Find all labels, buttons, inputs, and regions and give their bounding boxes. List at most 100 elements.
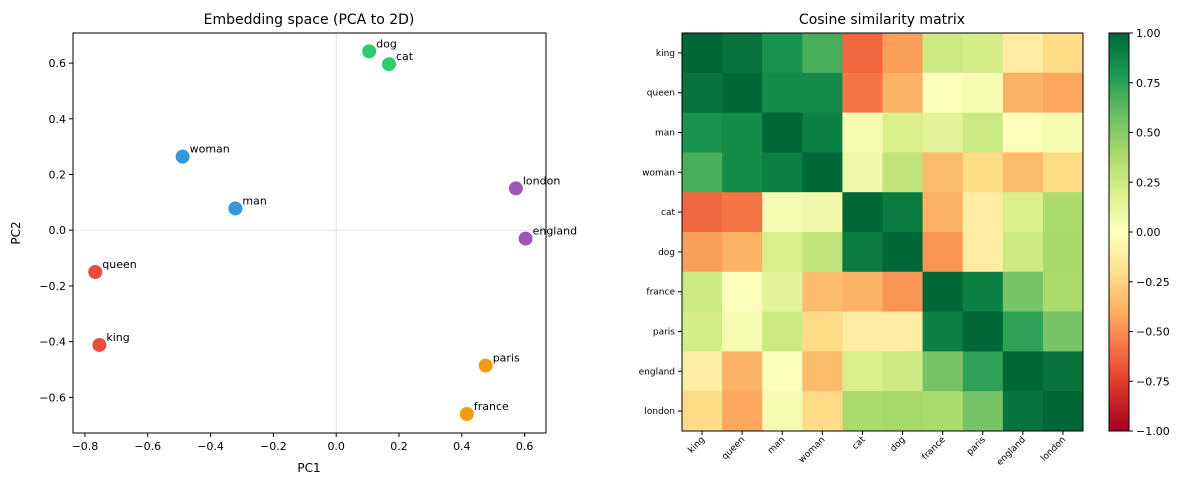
heatmap-cell-queen-cat [842, 72, 883, 113]
scatter-x-label: PC1 [297, 461, 320, 475]
scatter-title: Embedding space (PCA to 2D) [204, 12, 415, 28]
scatter-x-tick-label: 0.4 [453, 440, 471, 453]
heatmap-cell-england-woman [802, 351, 843, 392]
heatmap-cell-king-woman [802, 33, 843, 74]
scatter-y-label: PC2 [9, 221, 23, 244]
heatmap-cell-king-cat [842, 33, 883, 74]
heatmap-col-label-london: london [1039, 435, 1068, 464]
heatmap-row-label-london: london [644, 407, 675, 417]
heatmap-cell-man-man [762, 112, 803, 153]
heatmap-cell-london-man [762, 391, 803, 432]
scatter-panel: Embedding space (PCA to 2D) −0.8 −0.6 −0.4… [9, 12, 577, 475]
heatmap-cell-man-england [1002, 112, 1044, 153]
heatmap-cell-woman-man [762, 152, 803, 193]
heatmap-cell-london-paris [962, 391, 1004, 432]
heatmap-cell-dog-london [1042, 232, 1084, 273]
heatmap-cell-woman-woman [802, 152, 843, 193]
heatmap-cell-england-paris [962, 351, 1004, 392]
heatmap-cell-paris-paris [962, 311, 1004, 352]
heatmap-row-label-king: king [656, 49, 675, 59]
heatmap-cell-queen-man [762, 72, 803, 113]
heatmap-cell-paris-king [682, 311, 723, 352]
heatmap-cell-woman-king [682, 152, 723, 193]
heatmap-col-label-cat: cat [851, 435, 868, 452]
heatmap-row-label-france: france [646, 288, 675, 298]
heatmap-cell-dog-dog [882, 232, 923, 273]
heatmap-cell-dog-france [922, 232, 964, 273]
heatmap-cell-queen-france [922, 72, 964, 113]
heatmap-cell-dog-queen [722, 232, 763, 273]
heatmap-cell-dog-king [682, 232, 723, 273]
heatmap-cell-england-man [762, 351, 803, 392]
heatmap-col-label-france: france [920, 435, 948, 463]
heatmap-cell-london-england [1002, 391, 1044, 432]
point-london [508, 181, 523, 196]
heatmap-panel: Cosine similarity matrix king king queen qu… [639, 12, 1084, 468]
heatmap-cell-dog-woman [802, 232, 843, 273]
scatter-x-tick-label: 0.6 [516, 440, 534, 453]
heatmap-cell-king-england [1002, 33, 1044, 74]
point-dog [362, 44, 377, 59]
scatter-y-tick-label: 0.2 [49, 169, 67, 182]
heatmap-cell-france-paris [962, 271, 1004, 312]
heatmap-row-label-cat: cat [661, 208, 675, 218]
point-paris [478, 358, 493, 373]
heatmap-cell-king-dog [882, 33, 923, 74]
colorbar-tick-label: 0.25 [1136, 176, 1161, 189]
heatmap-col-label-queen: queen [720, 435, 747, 462]
heatmap-cell-england-england [1002, 351, 1044, 392]
heatmap-col-label-dog: dog [889, 435, 908, 454]
point-label-dog: dog [376, 37, 397, 50]
heatmap-cell-england-cat [842, 351, 883, 392]
scatter-y-tick-label: 0.6 [49, 57, 67, 70]
point-label-king: king [106, 331, 129, 344]
point-label-woman: woman [190, 143, 230, 156]
scatter-x-tick-label: 0.2 [390, 440, 408, 453]
heatmap-cell-france-london [1042, 271, 1084, 312]
heatmap-cell-queen-woman [802, 72, 843, 113]
heatmap-col-label-woman: woman [797, 435, 827, 465]
heatmap-cell-france-man [762, 271, 803, 312]
heatmap-cell-man-dog [882, 112, 923, 153]
scatter-zero-lines [73, 33, 546, 433]
heatmap-frame [681, 32, 1084, 432]
heatmap-cell-england-france [922, 351, 964, 392]
heatmap-cell-man-king [682, 112, 723, 153]
heatmap-cell-cat-man [762, 192, 803, 233]
heatmap-cell-cat-king [682, 192, 723, 233]
heatmap-cell-london-woman [802, 391, 843, 432]
heatmap-row-label-woman: woman [642, 168, 675, 178]
heatmap-cell-paris-london [1042, 311, 1084, 352]
heatmap-cell-king-paris [962, 33, 1004, 74]
heatmap-cell-woman-england [1002, 152, 1044, 193]
scatter-y-tick-label: 0.4 [49, 113, 67, 126]
heatmap-cell-england-dog [882, 351, 923, 392]
heatmap-cell-woman-london [1042, 152, 1084, 193]
scatter-x-tick-label: −0.4 [197, 440, 224, 453]
heatmap-cells [682, 33, 1084, 432]
heatmap-cell-england-queen [722, 351, 763, 392]
heatmap-cell-king-london [1042, 33, 1084, 74]
heatmap-cell-man-queen [722, 112, 763, 153]
colorbar-ticks: 1.00 0.75 0.50 0.25 0.00 −0.25 −0.50 −0.75 −1.00 [1129, 27, 1170, 438]
heatmap-cell-dog-man [762, 232, 803, 273]
heatmap-col-label-king: king [687, 435, 708, 456]
colorbar-tick-label: 0.00 [1136, 226, 1161, 239]
point-label-cat: cat [396, 50, 414, 63]
point-woman [175, 149, 190, 164]
point-queen [88, 264, 103, 279]
scatter-y-tick-label: −0.4 [39, 336, 66, 349]
point-label-london: london [523, 174, 560, 187]
point-england [518, 231, 533, 246]
heatmap-cell-queen-london [1042, 72, 1084, 113]
colorbar-tick-label: −0.25 [1136, 276, 1170, 289]
heatmap-cell-paris-england [1002, 311, 1044, 352]
heatmap-row-label-queen: queen [647, 89, 675, 99]
heatmap-title: Cosine similarity matrix [799, 12, 965, 28]
heatmap-cell-england-king [682, 351, 723, 392]
point-man [228, 201, 243, 216]
heatmap-cell-king-king [682, 33, 723, 74]
heatmap-cell-london-dog [882, 391, 923, 432]
